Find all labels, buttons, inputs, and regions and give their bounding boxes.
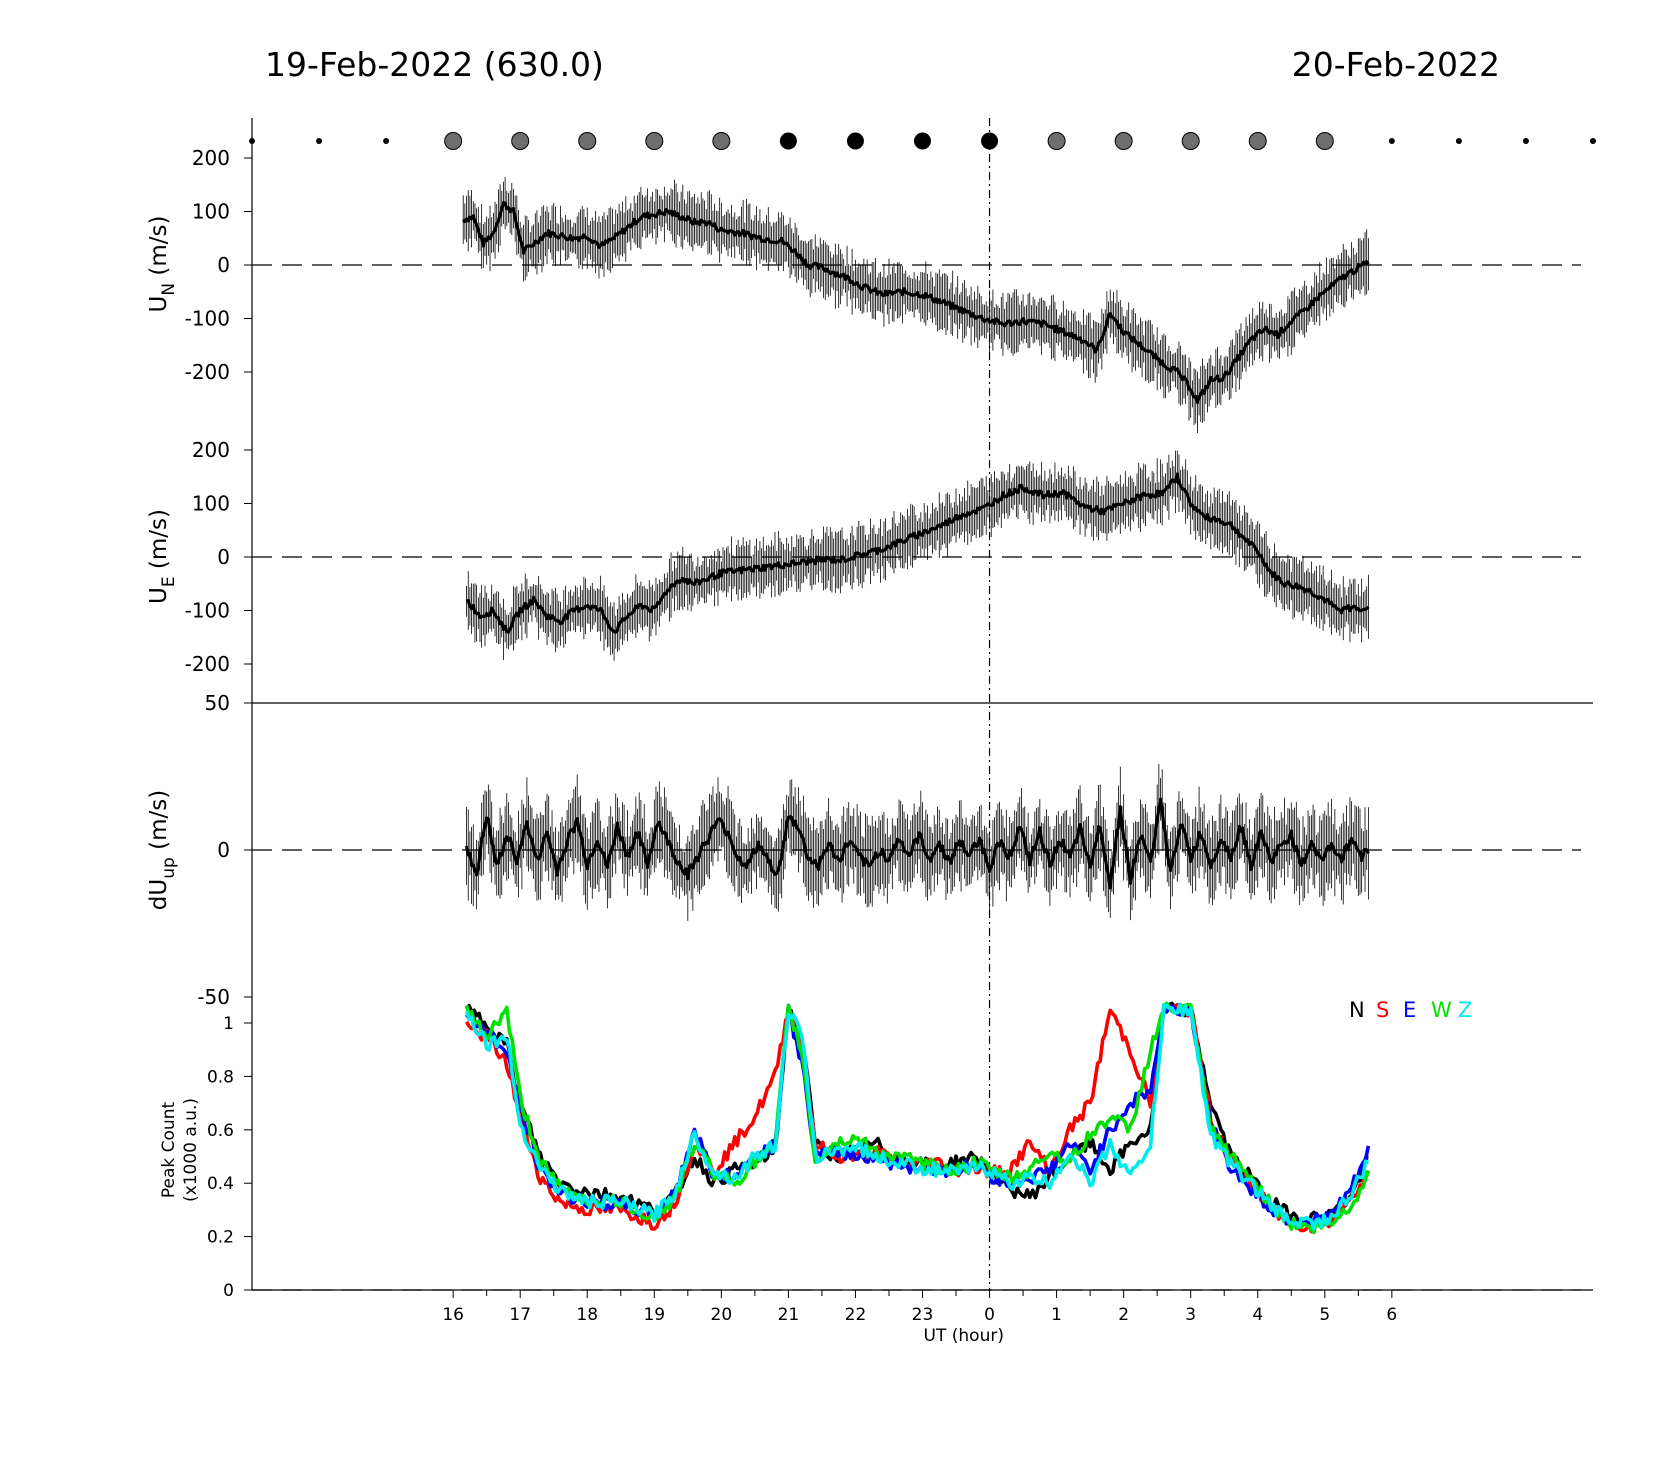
y-axis-label: UE (m/s) xyxy=(146,509,179,604)
y-tick-label: 1 xyxy=(223,1014,234,1034)
x-tick-label: 5 xyxy=(1319,1305,1330,1325)
x-tick-label: 1 xyxy=(1051,1305,1062,1325)
peak-count-series-Z xyxy=(464,1002,1370,1231)
legend-W: W xyxy=(1431,998,1452,1022)
y-tick-label: 0.2 xyxy=(207,1228,234,1248)
y-axis-label: dUup (m/s) xyxy=(146,790,179,910)
sky-marker-black xyxy=(779,132,797,150)
y-axis-label-units: (x1000 a.u.) xyxy=(181,1098,201,1202)
y-tick-label: -100 xyxy=(185,307,230,331)
x-tick-label: 2 xyxy=(1118,1305,1129,1325)
y-tick-label: 0.4 xyxy=(207,1174,234,1194)
sky-marker-dot xyxy=(316,138,323,144)
series-vertical-wind xyxy=(465,764,1370,921)
legend-Z: Z xyxy=(1458,998,1472,1022)
x-axis-label: UT (hour) xyxy=(924,1326,1004,1346)
series-line xyxy=(465,472,1370,634)
y-tick-label: 100 xyxy=(192,200,230,224)
sky-marker-gray xyxy=(645,132,664,150)
y-tick-label: 0 xyxy=(223,1281,234,1301)
legend-S: S xyxy=(1376,998,1389,1022)
peak-count-series-E xyxy=(465,1003,1371,1227)
x-tick-label: 23 xyxy=(912,1305,934,1325)
y-tick-label: 0.8 xyxy=(207,1067,234,1087)
sky-marker-gray xyxy=(1181,132,1200,150)
series-line xyxy=(462,201,1370,404)
right-date-title: 20-Feb-2022 xyxy=(1292,45,1500,84)
legend-N: N xyxy=(1349,998,1365,1022)
sky-marker-gray xyxy=(1248,132,1267,150)
y-tick-label: -200 xyxy=(185,360,230,384)
sky-marker-black xyxy=(846,132,864,150)
sky-marker-gray xyxy=(578,132,597,150)
x-tick-label: 0 xyxy=(984,1305,995,1325)
sky-marker-gray xyxy=(444,132,463,150)
x-tick-label: 16 xyxy=(442,1305,464,1325)
left-date-title: 19-Feb-2022 (630.0) xyxy=(265,45,604,84)
series-wind-north xyxy=(462,177,1370,434)
x-tick-label: 17 xyxy=(509,1305,531,1325)
x-tick-label: 6 xyxy=(1386,1305,1397,1325)
y-tick-label: 0 xyxy=(217,253,230,277)
y-axis-label: Peak Count xyxy=(159,1102,179,1199)
series-line xyxy=(465,797,1370,890)
y-tick-label: -50 xyxy=(197,985,230,1009)
x-tick-label: 3 xyxy=(1185,1305,1196,1325)
series-wind-east xyxy=(465,450,1370,661)
x-tick-label: 4 xyxy=(1252,1305,1263,1325)
sky-marker-dot xyxy=(1455,138,1462,144)
sky-marker-dot xyxy=(249,138,255,144)
y-tick-label: 0.6 xyxy=(207,1121,234,1141)
y-tick-label: 100 xyxy=(192,492,230,516)
x-tick-label: 20 xyxy=(711,1305,733,1325)
sky-marker-dot xyxy=(1590,138,1596,144)
y-tick-label: 200 xyxy=(192,438,230,462)
x-tick-label: 19 xyxy=(643,1305,665,1325)
sky-marker-dot xyxy=(383,138,390,144)
y-tick-label: -100 xyxy=(185,599,230,623)
sky-marker-gray xyxy=(712,132,731,150)
peak-count-series-N xyxy=(465,1001,1369,1226)
sky-marker-dot xyxy=(1522,138,1529,144)
sky-marker-black xyxy=(914,132,931,150)
y-axis-label: UN (m/s) xyxy=(146,216,179,313)
y-tick-label: 0 xyxy=(217,838,230,862)
x-tick-label: 22 xyxy=(845,1305,867,1325)
x-tick-label: 18 xyxy=(576,1305,598,1325)
x-tick-label: 21 xyxy=(778,1305,800,1325)
sky-marker-black xyxy=(981,132,999,150)
sky-marker-dot xyxy=(1388,138,1395,144)
y-tick-label: 200 xyxy=(192,146,230,170)
sky-marker-gray xyxy=(1114,132,1133,150)
y-tick-label: -200 xyxy=(185,652,230,676)
legend-E: E xyxy=(1403,998,1416,1022)
y-tick-label: 0 xyxy=(217,545,230,569)
sky-marker-gray xyxy=(1315,132,1334,150)
sky-marker-gray xyxy=(1047,132,1066,150)
y-tick-label: 50 xyxy=(205,691,230,715)
sky-marker-gray xyxy=(511,132,530,150)
